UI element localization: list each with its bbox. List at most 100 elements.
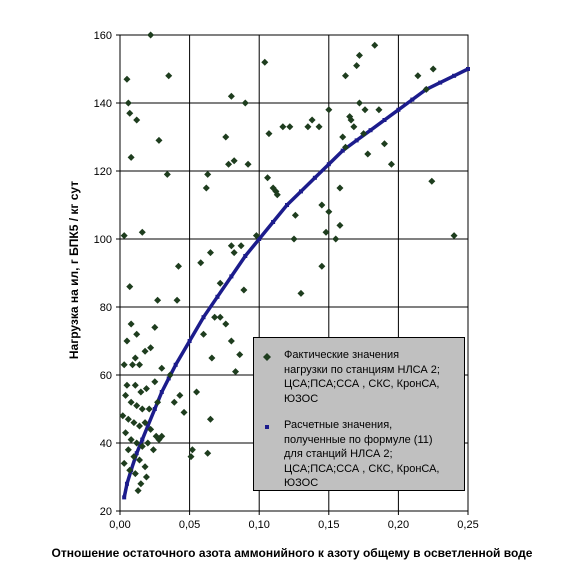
actual-point [339, 133, 347, 141]
y-tick-label: 40 [100, 438, 112, 450]
actual-point [137, 388, 145, 396]
actual-point [141, 347, 149, 355]
actual-point [122, 429, 130, 437]
actual-point [429, 65, 437, 73]
calculated-point [340, 148, 345, 153]
y-tick-label: 60 [100, 370, 112, 382]
actual-point [133, 439, 141, 447]
actual-point [244, 160, 252, 168]
actual-point [360, 130, 368, 138]
actual-point [123, 381, 131, 389]
calculated-point [187, 339, 192, 343]
actual-point [123, 337, 131, 345]
calculated-point [438, 80, 443, 85]
calculated-point [354, 138, 359, 143]
y-axis-title: Нагрузка на ил, г БПК5 / кг сут [67, 181, 81, 359]
calculated-point [312, 175, 317, 180]
actual-point [336, 221, 344, 229]
x-axis-title: Отношение остаточного азота аммонийного … [52, 546, 533, 560]
calculated-point [166, 376, 171, 381]
actual-point [290, 235, 298, 243]
actual-point [120, 361, 128, 369]
actual-point [325, 106, 333, 114]
x-tick-label: 0,15 [318, 519, 339, 531]
actual-point [197, 259, 205, 267]
actual-point [127, 320, 135, 328]
calculated-point [215, 294, 220, 299]
actual-point [133, 330, 141, 338]
actual-point [336, 184, 344, 192]
actual-point [122, 391, 130, 399]
plot-area-border [119, 34, 469, 512]
calculated-point [122, 495, 127, 500]
calculated-point [396, 107, 401, 112]
actual-point [149, 446, 157, 454]
calculated-point [298, 189, 303, 194]
legend: Фактические значения нагрузки по станция… [253, 337, 465, 491]
actual-point [135, 456, 143, 464]
calculated-point [257, 237, 262, 241]
actual-point [428, 177, 436, 185]
calculated-point [410, 97, 415, 102]
actual-series [119, 31, 458, 495]
actual-point [414, 72, 422, 80]
actual-point [138, 228, 146, 236]
calculated-point [152, 407, 157, 411]
actual-point [208, 354, 216, 362]
y-tick-label: 20 [100, 506, 112, 518]
actual-point [126, 283, 134, 291]
actual-point [375, 106, 383, 114]
x-tick-labels: 0,00 0,05 0,10 0,15 0,20 0,25 [109, 511, 479, 531]
actual-point [318, 201, 326, 209]
calculated-point [229, 274, 234, 279]
actual-point [151, 378, 159, 386]
calculated-point [326, 162, 331, 167]
actual-point [353, 62, 361, 70]
actual-point [170, 398, 178, 406]
actual-point [137, 480, 145, 488]
calculated-point [140, 437, 145, 442]
actual-point [222, 320, 230, 328]
actual-point [361, 106, 369, 114]
actual-point [126, 109, 134, 117]
actual-point [134, 487, 142, 495]
actual-point [204, 449, 212, 457]
calculated-point [382, 118, 387, 122]
actual-point [261, 58, 269, 66]
actual-point [322, 228, 330, 236]
x-tick-label: 0,25 [457, 519, 478, 531]
calculated-point [452, 73, 457, 78]
actual-point [230, 249, 238, 257]
calculated-series [122, 67, 470, 500]
actual-point [200, 330, 208, 338]
actual-point [188, 446, 196, 454]
actual-point [126, 466, 134, 474]
actual-point [145, 405, 153, 413]
actual-point [127, 436, 135, 444]
actual-point [151, 323, 159, 331]
actual-point [216, 279, 224, 287]
actual-point [187, 453, 195, 461]
actual-point [127, 153, 135, 161]
diamond-marker-icon [263, 353, 271, 361]
actual-point [232, 368, 240, 376]
actual-point [141, 419, 149, 427]
calculated-point [145, 424, 150, 428]
actual-point [273, 191, 281, 199]
actual-point [144, 439, 152, 447]
calculated-point [201, 315, 206, 320]
actual-point [138, 442, 146, 450]
actual-point [230, 157, 238, 165]
actual-point [304, 123, 312, 131]
actual-point [227, 242, 235, 250]
actual-point [291, 211, 299, 219]
actual-point [315, 123, 323, 131]
actual-point [222, 133, 230, 141]
actual-point [204, 170, 212, 178]
actual-point [240, 286, 248, 294]
actual-point [380, 140, 388, 148]
actual-point [124, 99, 132, 107]
actual-point [342, 72, 350, 80]
actual-point [371, 41, 379, 49]
